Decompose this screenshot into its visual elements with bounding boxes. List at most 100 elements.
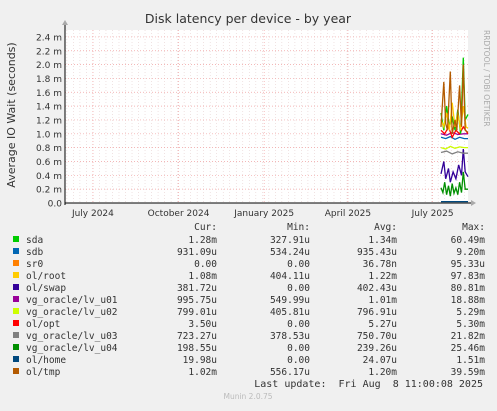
legend-value: 5.30m [456,319,485,330]
legend-series-name: sda [26,235,43,246]
legend-swatch [13,344,19,350]
legend-value: 534.24u [270,247,310,258]
y-axis-label: Average IO Wait (seconds) [5,42,18,187]
x-axis-arrow [471,200,476,206]
legend-value: 9.20m [456,247,485,258]
legend-swatch [13,260,19,266]
legend-swatch [13,284,19,290]
series-line [440,64,469,134]
legend-value: 1.51m [456,355,485,366]
legend-swatch [13,236,19,242]
legend-series-name: sr0 [26,259,43,270]
legend-value: 799.01u [177,307,217,318]
legend-series-name: ol/opt [26,319,60,330]
series-line [440,131,468,136]
y-tick-label: 1.0 m [36,130,62,140]
legend-value: 327.91u [270,235,310,246]
legend-swatch [13,332,19,338]
legend-series-name: vg_oracle/lv_u02 [26,307,118,318]
legend-swatch [13,248,19,254]
legend-series-name: vg_oracle/lv_u03 [26,331,118,342]
y-tick-label: 0.2 m [36,186,62,196]
legend-value: 0.00 [287,259,310,270]
last-update: Last update: Fri Aug 8 11:00:08 2025 [254,379,483,390]
y-tick-label: 1.8 m [36,75,62,85]
y-axis-arrow [62,20,68,25]
series-line [440,171,468,197]
legend-value: 19.98u [183,355,217,366]
legend-header: Cur: [194,222,217,233]
y-tick-label: 0.8 m [36,144,62,154]
legend-value: 935.43u [357,247,397,258]
series-line [440,125,469,139]
y-tick-label: 2.0 m [36,61,62,71]
legend-value: 39.59m [451,367,486,378]
legend-value: 198.55u [177,343,217,354]
legend-swatch [13,356,19,362]
x-tick-label: October 2024 [148,209,210,219]
legend-value: 239.26u [357,343,397,354]
legend-value: 796.91u [357,307,397,318]
y-tick-label: 1.6 m [36,89,62,99]
chart-title: Disk latency per device - by year [145,11,352,26]
legend-value: 36.78n [363,259,397,270]
legend-value: 402.43u [357,283,397,294]
legend-value: 0.00 [194,259,217,270]
y-tick-label: 1.4 m [36,103,62,113]
legend-value: 556.17u [270,367,310,378]
legend-value: 723.27u [177,331,217,342]
series-line [440,135,468,141]
series-line [440,150,468,155]
y-tick-label: 1.2 m [36,116,62,126]
legend-value: 931.09u [177,247,217,258]
x-tick-label: July 2025 [411,209,454,219]
legend-header: Min: [287,222,310,233]
rrdtool-credit: RRDTOOL / TOBI OETIKER [482,30,491,127]
y-tick-label: 2.4 m [36,33,62,43]
legend-value: 97.83m [451,271,486,282]
legend-value: 404.11u [270,271,310,282]
legend-series-name: ol/home [26,355,66,366]
y-tick-label: 0.0 [48,200,63,210]
legend-value: 5.27u [368,319,397,330]
legend-value: 995.75u [177,295,217,306]
munin-version: Munin 2.0.75 [223,392,272,401]
legend-value: 0.00 [287,283,310,294]
legend-swatch [13,320,19,326]
legend-swatch [13,296,19,302]
legend-series-name: ol/tmp [26,367,61,378]
legend-value: 1.20m [368,367,397,378]
legend-value: 1.34m [368,235,397,246]
legend-series-name: ol/swap [26,283,66,294]
y-tick-label: 0.4 m [36,172,62,182]
legend-header: Max: [462,222,485,233]
legend-value: 5.29m [456,307,485,318]
legend-value: 1.28m [188,235,217,246]
legend-series-name: vg_oracle/lv_u04 [26,343,118,354]
legend-series-name: ol/root [26,271,66,282]
legend-value: 549.99u [270,295,310,306]
legend-value: 21.82m [451,331,486,342]
legend-value: 0.00 [287,319,310,330]
series-line [440,145,468,150]
legend-value: 0.00 [287,343,310,354]
legend-value: 1.01m [368,295,397,306]
x-tick-label: January 2025 [233,209,294,219]
legend-value: 1.02m [188,367,217,378]
legend-series-name: sdb [26,247,43,258]
legend-header: Avg: [374,222,397,233]
legend-value: 60.49m [451,235,486,246]
legend-value: 24.07u [363,355,397,366]
legend-value: 0.00 [287,355,310,366]
legend-value: 95.33u [451,259,485,270]
legend-value: 3.50u [188,319,217,330]
legend-value: 1.22m [368,271,397,282]
y-tick-label: 2.2 m [36,47,62,57]
legend-swatch [13,308,19,314]
legend-value: 405.81u [270,307,310,318]
legend-value: 381.72u [177,283,217,294]
y-tick-label: 0.6 m [36,158,62,168]
legend-value: 378.53u [270,331,310,342]
